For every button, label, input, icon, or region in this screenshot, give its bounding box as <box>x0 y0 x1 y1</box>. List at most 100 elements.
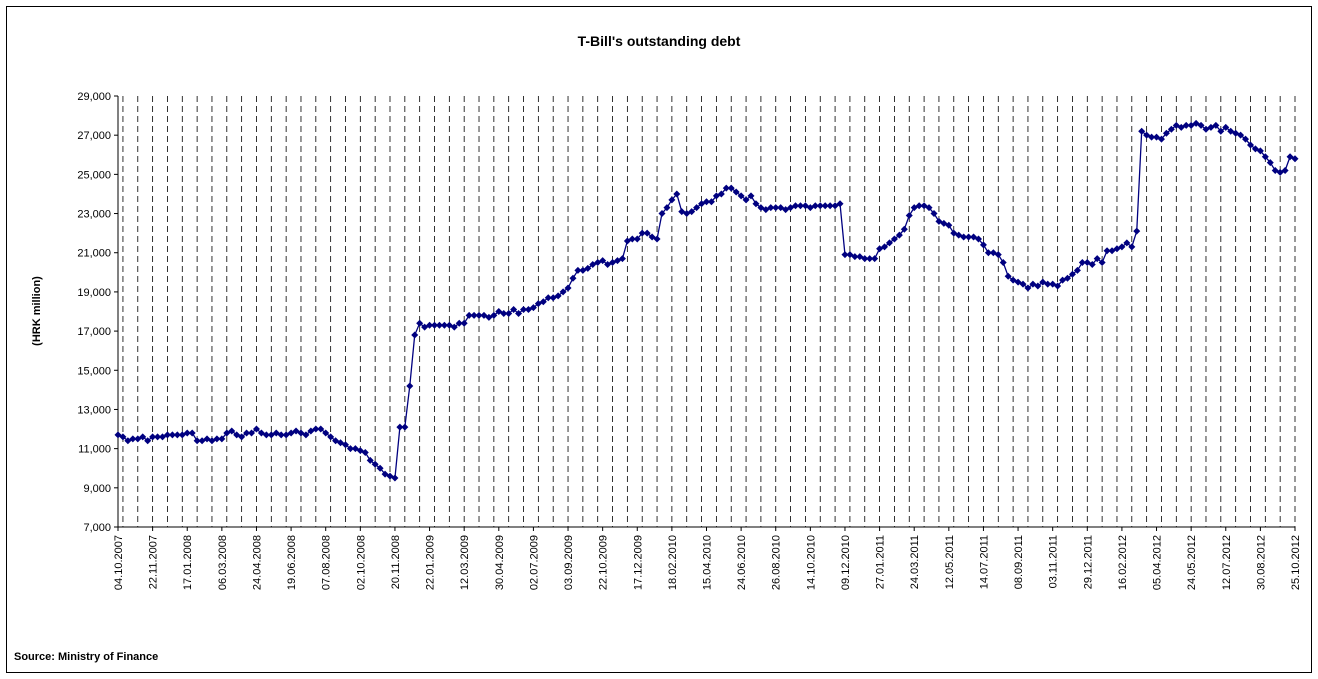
data-marker <box>1064 274 1072 282</box>
y-tick-label: 23,000 <box>77 209 111 221</box>
data-marker <box>341 441 349 449</box>
data-marker <box>327 433 335 441</box>
data-marker <box>1256 147 1264 155</box>
data-marker <box>554 292 562 300</box>
data-marker <box>772 204 780 212</box>
x-tick-label: 03.11.2011 <box>1048 535 1060 588</box>
data-marker <box>1088 260 1096 268</box>
data-marker <box>707 198 715 206</box>
x-tick-label: 14.07.2011 <box>978 535 990 589</box>
data-marker <box>317 425 325 433</box>
data-marker <box>1167 125 1175 133</box>
data-marker <box>871 255 879 263</box>
y-tick-label: 21,000 <box>77 248 111 260</box>
data-marker <box>1281 166 1289 174</box>
x-tick-label: 02.07.2009 <box>528 535 540 590</box>
data-marker <box>638 229 646 237</box>
data-marker <box>262 431 270 439</box>
data-marker <box>173 431 181 439</box>
data-marker <box>1034 282 1042 290</box>
chart-title: T-Bill's outstanding debt <box>578 33 741 49</box>
data-marker <box>1103 247 1111 255</box>
data-marker <box>149 433 157 441</box>
y-axis-label: (HRK million) <box>31 276 43 346</box>
data-marker <box>643 229 651 237</box>
data-marker <box>213 435 221 443</box>
x-tick-label: 04.10.2007 <box>113 535 125 590</box>
data-marker <box>584 264 592 272</box>
data-marker <box>747 192 755 200</box>
x-tick-label: 16.02.2012 <box>1117 535 1129 590</box>
x-tick-label: 02.10.2008 <box>355 535 367 590</box>
data-marker <box>312 425 320 433</box>
x-tick-label: 18.02.2010 <box>667 535 679 590</box>
data-marker <box>881 243 889 251</box>
x-tick-label: 09.12.2010 <box>840 535 852 590</box>
source-note: Source: Ministry of Finance <box>14 651 158 663</box>
data-marker <box>861 255 869 263</box>
data-marker <box>703 198 710 206</box>
y-tick-label: 27,000 <box>77 130 111 142</box>
data-marker <box>193 437 201 445</box>
data-marker <box>915 202 923 210</box>
data-marker <box>376 464 384 472</box>
data-marker <box>737 192 745 200</box>
data-marker <box>618 255 626 263</box>
data-marker <box>243 429 251 437</box>
data-marker <box>1182 121 1190 129</box>
data-marker <box>124 437 132 445</box>
data-marker <box>895 231 903 239</box>
x-tick-label: 07.08.2008 <box>321 535 333 590</box>
data-marker <box>693 204 701 212</box>
data-marker <box>322 429 330 437</box>
data-marker <box>658 210 666 218</box>
data-marker <box>663 204 671 212</box>
data-marker <box>1246 141 1254 149</box>
data-marker <box>401 423 409 431</box>
data-marker <box>465 311 473 319</box>
x-tick-label: 24.06.2010 <box>736 535 748 590</box>
data-marker <box>1222 123 1230 131</box>
x-tick-label: 17.12.2009 <box>632 535 644 590</box>
data-marker <box>129 435 137 443</box>
data-marker <box>460 319 468 327</box>
data-marker <box>999 259 1007 267</box>
data-marker <box>821 202 829 210</box>
data-marker <box>628 235 636 243</box>
data-marker <box>841 251 849 259</box>
data-marker <box>440 321 448 329</box>
data-marker <box>633 235 641 243</box>
data-marker <box>154 433 162 441</box>
data-marker <box>1261 153 1269 161</box>
data-marker <box>1019 280 1027 288</box>
x-tick-label: 26.08.2010 <box>771 535 783 590</box>
y-tick-label: 7,000 <box>83 522 111 534</box>
data-marker <box>1242 135 1250 143</box>
data-marker <box>1078 259 1086 267</box>
data-marker <box>742 196 750 204</box>
y-tick-label: 11,000 <box>78 444 111 456</box>
data-marker <box>1004 272 1012 280</box>
data-marker <box>688 208 696 216</box>
data-marker <box>435 321 443 329</box>
data-marker <box>653 235 661 243</box>
data-marker <box>905 212 913 220</box>
data-marker <box>767 204 775 212</box>
data-marker <box>1197 121 1205 129</box>
data-marker <box>168 431 176 439</box>
data-marker <box>426 321 434 329</box>
data-marker <box>925 204 933 212</box>
data-marker <box>139 433 147 441</box>
data-marker <box>470 311 478 319</box>
data-marker <box>1073 266 1081 274</box>
x-tick-label: 30.04.2009 <box>494 535 506 590</box>
data-marker <box>1068 270 1076 278</box>
x-tick-label: 12.03.2009 <box>459 535 471 590</box>
data-marker <box>539 298 547 306</box>
data-marker <box>361 449 369 457</box>
data-marker <box>599 257 607 265</box>
data-marker <box>960 233 968 241</box>
data-marker <box>668 196 676 204</box>
data-marker <box>574 266 582 274</box>
